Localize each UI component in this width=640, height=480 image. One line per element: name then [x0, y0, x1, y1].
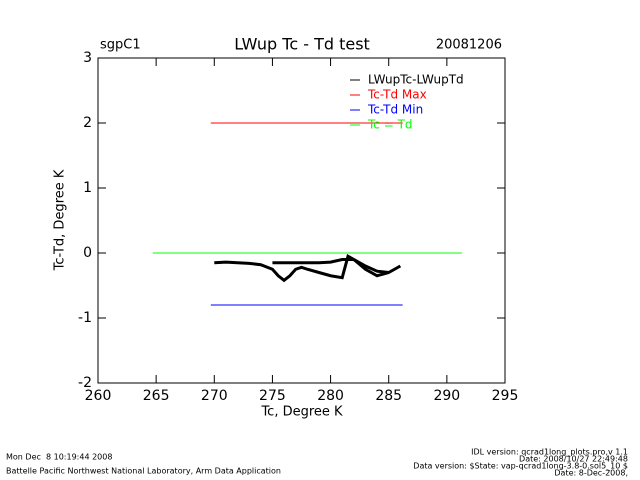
- x-tick-label: 275: [259, 388, 286, 404]
- chart-title: LWup Tc - Td test: [234, 35, 370, 54]
- y-tick-label: 1: [83, 180, 92, 196]
- x-axis-label: Tc, Degree K: [260, 405, 343, 420]
- x-tick-label: 280: [317, 388, 344, 404]
- footer-right: Date: 8-Dec-2008,: [554, 469, 628, 478]
- x-tick-label: 295: [492, 388, 519, 404]
- y-tick-label: -1: [78, 310, 92, 326]
- x-tick-label: 260: [85, 388, 112, 404]
- footer-left: Mon Dec 8 10:19:44 2008: [6, 453, 112, 462]
- data-line: [214, 254, 402, 283]
- footer-right: Data version: $State: vap-qcrad1long-3.8…: [413, 462, 628, 471]
- y-axis-label: Tc-Td, Degree K: [53, 169, 68, 271]
- x-tick-label: 270: [201, 388, 228, 404]
- plot-frame: [97, 57, 506, 384]
- footer-right: Date: 2008/10/27 22:49:48: [519, 455, 628, 464]
- legend-label: LWupTc-LWupTd: [368, 73, 464, 87]
- legend-label: Tc-Td Min: [367, 103, 423, 117]
- y-tick-label: 3: [83, 50, 92, 66]
- footer-right: IDL version: qcrad1long_plots.pro,v 1.1: [471, 448, 628, 457]
- x-tick-label: 265: [143, 388, 170, 404]
- footer-left: Battelle Pacific Northwest National Labo…: [6, 467, 281, 476]
- y-tick-label: 0: [83, 245, 92, 261]
- date: 20081206: [436, 38, 502, 53]
- legend-label: Tc = Td: [367, 118, 413, 132]
- x-tick-label: 285: [375, 388, 402, 404]
- x-tick-label: 290: [433, 388, 460, 404]
- y-tick-label: 2: [83, 115, 92, 131]
- y-tick-label: -2: [78, 375, 92, 391]
- site: sgpC1: [100, 38, 141, 53]
- legend-label: Tc-Td Max: [367, 88, 427, 102]
